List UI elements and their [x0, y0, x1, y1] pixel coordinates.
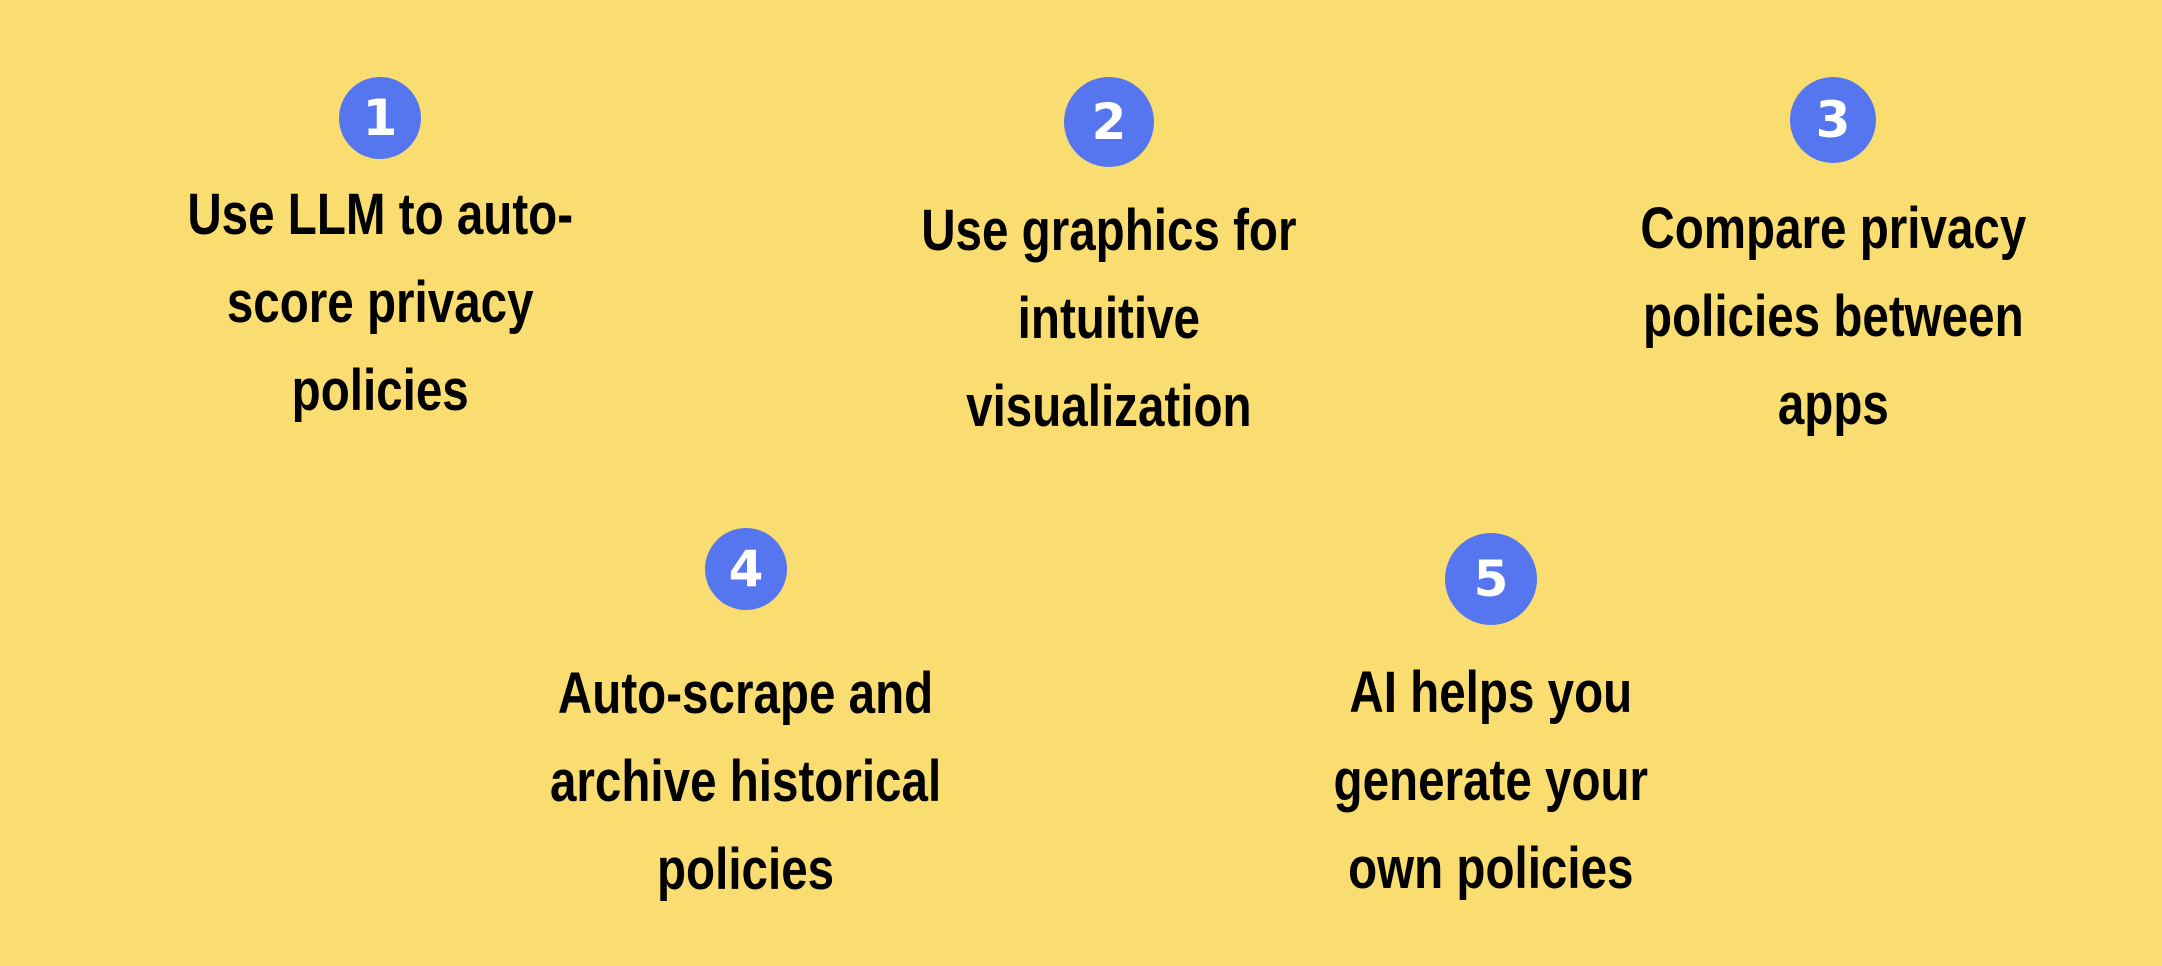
feature-item-2: 2 Use graphics for intuitive visualizati… — [729, 77, 1489, 451]
feature-label-2: Use graphics for intuitive visualization — [921, 187, 1296, 451]
feature-label-line: own policies — [1348, 836, 1634, 901]
feature-label-line: intuitive — [1017, 286, 1201, 351]
feature-label-1: Use LLM to auto- score privacy policies — [187, 171, 573, 435]
step-number-badge-1: 1 — [339, 77, 421, 159]
feature-label-line: policies — [291, 358, 469, 423]
feature-label-line: visualization — [966, 374, 1252, 439]
step-number-badge-5: 5 — [1445, 533, 1537, 625]
feature-label-4: Auto-scrape and archive historical polic… — [550, 650, 941, 914]
feature-item-3: 3 Compare privacy policies between apps — [1453, 77, 2162, 449]
feature-label-line: generate your — [1333, 748, 1649, 813]
feature-label-line: Compare privacy — [1640, 196, 2026, 261]
feature-label-line: AI helps you — [1349, 660, 1633, 725]
feature-item-5: 5 AI helps you generate your own policie… — [1111, 533, 1871, 913]
feature-label-line: Use graphics for — [921, 198, 1297, 263]
feature-label-line: apps — [1777, 372, 1889, 437]
feature-item-4: 4 Auto-scrape and archive historical pol… — [366, 528, 1126, 914]
feature-label-5: AI helps you generate your own policies — [1334, 649, 1649, 913]
step-number-badge-3: 3 — [1790, 77, 1876, 163]
feature-label-line: policies — [657, 837, 835, 902]
feature-label-3: Compare privacy policies between apps — [1640, 185, 2026, 449]
feature-label-line: policies between — [1642, 284, 2024, 349]
feature-label-line: Use LLM to auto- — [187, 182, 573, 247]
feature-label-line: archive historical — [550, 749, 942, 814]
feature-label-line: score privacy — [226, 270, 534, 335]
step-number-badge-2: 2 — [1064, 77, 1154, 167]
step-number-badge-4: 4 — [705, 528, 787, 610]
feature-item-1: 1 Use LLM to auto- score privacy policie… — [0, 77, 760, 435]
feature-label-line: Auto-scrape and — [558, 661, 934, 726]
